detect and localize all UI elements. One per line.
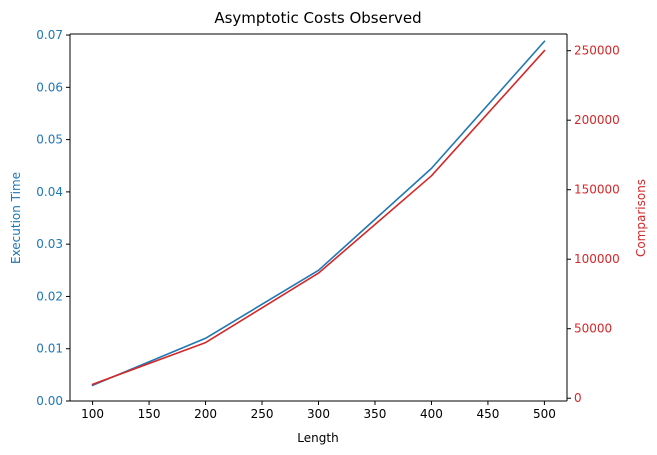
y-left-tick-label: 0.04 — [36, 185, 63, 199]
y-axis-left-label: Execution Time — [9, 172, 23, 264]
y-left-tick-label: 0.02 — [36, 289, 63, 303]
y-right-tick-label: 200000 — [574, 113, 620, 127]
x-tick-label: 200 — [194, 407, 217, 421]
x-axis-label: Length — [297, 431, 338, 445]
plot-area: 100 150 200 250 300 350 400 450 500 0.00 0.01 0.02 0… — [36, 28, 620, 421]
y-right-tick-label: 150000 — [574, 183, 620, 197]
chart-title: Asymptotic Costs Observed — [214, 9, 421, 27]
x-tick-label: 100 — [81, 407, 104, 421]
y-left-tick-label: 0.03 — [36, 237, 63, 251]
y-right-tick-label: 50000 — [574, 322, 612, 336]
x-tick-label: 500 — [533, 407, 556, 421]
comparisons-line — [91, 49, 546, 386]
y-axis-right-label: Comparisons — [634, 179, 648, 257]
x-tick-label: 300 — [307, 407, 330, 421]
y-right-tick-label: 250000 — [574, 44, 620, 58]
y-right-tick-label: 100000 — [574, 252, 620, 266]
y-left-tick-label: 0.01 — [36, 342, 63, 356]
execution-time-line — [91, 40, 546, 387]
x-tick-label: 150 — [138, 407, 161, 421]
y-right-tick-label: 0 — [574, 391, 582, 405]
y-left-tick-label: 0.07 — [36, 28, 63, 42]
y-left-tick-label: 0.05 — [36, 133, 63, 147]
x-tick-label: 450 — [476, 407, 499, 421]
y-left-tick-label: 0.06 — [36, 80, 63, 94]
x-tick-label: 400 — [420, 407, 443, 421]
y-left-tick-label: 0.00 — [36, 394, 63, 408]
x-tick-label: 350 — [364, 407, 387, 421]
x-tick-label: 250 — [251, 407, 274, 421]
